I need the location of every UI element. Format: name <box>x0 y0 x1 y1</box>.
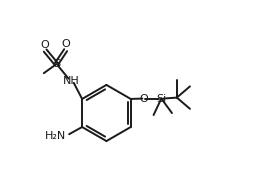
Text: O: O <box>140 94 148 104</box>
Text: Si: Si <box>156 94 167 104</box>
Text: O: O <box>62 39 70 49</box>
Text: NH: NH <box>62 75 79 86</box>
Text: S: S <box>53 59 60 69</box>
Text: H₂N: H₂N <box>44 131 66 141</box>
Text: O: O <box>41 40 49 50</box>
